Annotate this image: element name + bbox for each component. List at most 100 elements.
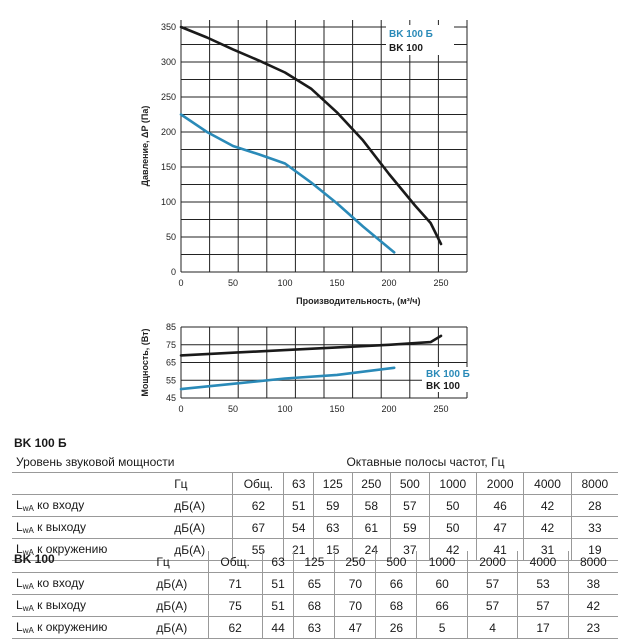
value-cell: 59: [390, 516, 430, 539]
value-cell: 51: [283, 494, 314, 517]
freq-cell: 500: [390, 472, 430, 495]
row-label-text: ко входу: [33, 498, 85, 512]
value-cell: 17: [517, 616, 569, 639]
row-unit: дБ(А): [152, 616, 208, 639]
row-label: LwA к выходу: [12, 594, 153, 617]
value-cell: 53: [517, 572, 569, 595]
lwa-subscript: wA: [22, 504, 34, 513]
value-cell: 26: [375, 616, 417, 639]
y-tick-label: 0: [171, 267, 176, 277]
y-tick-label: 200: [161, 127, 176, 137]
y-tick-label: 150: [161, 162, 176, 172]
x-tick-label: 200: [381, 278, 396, 288]
value-cell: 62: [207, 616, 263, 639]
freq-cell: 4000: [523, 472, 572, 495]
value-cell: 38: [567, 572, 618, 595]
y-tick-label: 250: [161, 92, 176, 102]
value-cell: 67: [232, 516, 284, 539]
value-cell: 65: [293, 572, 335, 595]
y-tick-label: 75: [166, 340, 176, 350]
value-cell: 47: [475, 516, 524, 539]
lwa-subscript: wA: [22, 604, 34, 613]
value-cell: 68: [293, 594, 335, 617]
lwa-symbol: L: [16, 542, 23, 556]
value-cell: 47: [334, 616, 376, 639]
freq-cell: 1000: [428, 472, 477, 495]
x-tick-label: 150: [329, 404, 344, 414]
value-cell: 68: [375, 594, 417, 617]
header-octave-bands: Октавные полосы частот, Гц: [232, 451, 618, 473]
value-cell: 51: [261, 594, 294, 617]
value-cell: 23: [567, 616, 618, 639]
y-tick-label: 55: [166, 375, 176, 385]
value-cell: 54: [283, 516, 314, 539]
value-cell: 63: [313, 516, 353, 539]
row-unit: дБ(А): [152, 594, 208, 617]
row-label: LwA ко входу: [12, 572, 153, 595]
value-cell: 46: [475, 494, 524, 517]
series-line: [179, 25, 443, 246]
value-cell: 75: [207, 594, 263, 617]
freq-cell: Общ.: [207, 551, 263, 573]
table-row: LwA к выходу дБ(А) 67 54 63 61 59 50 47 42 33: [12, 516, 618, 539]
value-cell: 42: [523, 516, 572, 539]
legend-label: BK 100: [426, 381, 460, 392]
freq-cell: 2000: [466, 551, 518, 573]
freq-cell: Общ.: [232, 472, 284, 495]
value-cell: 61: [351, 516, 391, 539]
row-label-text: к окружению: [33, 620, 108, 634]
series-line: [179, 366, 396, 391]
lwa-symbol: L: [16, 576, 23, 590]
value-cell: 71: [207, 572, 263, 595]
value-cell: 57: [517, 594, 569, 617]
series-line: [179, 334, 443, 357]
y-tick-label: 350: [161, 22, 176, 32]
table-row: LwA к окружению дБ(А) 62 44 63 47 26 5 4 17 23: [12, 616, 618, 639]
freq-header-row: Гц Общ. 63 125 250 500 1000 2000 4000 8000: [12, 551, 618, 573]
freq-cell: 250: [334, 551, 376, 573]
value-cell: 60: [416, 572, 468, 595]
y-tick-label: 50: [166, 232, 176, 242]
value-cell: 4: [466, 616, 518, 639]
freq-label: Гц: [170, 472, 233, 495]
value-cell: 28: [570, 494, 618, 517]
sound-table-bk100b: Уровень звуковой мощности Октавные полос…: [12, 451, 618, 561]
value-cell: 50: [428, 516, 477, 539]
table-row: LwA ко входу дБ(А) 62 51 59 58 57 50 46 42 28: [12, 494, 618, 517]
value-cell: 66: [416, 594, 468, 617]
legend-label: BK 100 Б: [389, 29, 433, 40]
row-label-text: к выходу: [33, 520, 87, 534]
lwa-symbol: L: [16, 598, 23, 612]
row-label: LwA ко входу: [12, 494, 171, 517]
freq-cell: 125: [313, 472, 353, 495]
row-label: LwA к окружению: [12, 616, 153, 639]
y-axis-label: Мощность, (Вт): [140, 328, 150, 396]
freq-cell: 8000: [570, 472, 618, 495]
value-cell: 5: [416, 616, 468, 639]
x-tick-label: 100: [277, 278, 292, 288]
legend-box: [386, 25, 454, 55]
x-tick-label: 150: [329, 278, 344, 288]
value-cell: 42: [567, 594, 618, 617]
legend-label: BK 100: [389, 43, 423, 54]
freq-cell: 500: [375, 551, 417, 573]
freq-label: Гц: [152, 551, 208, 573]
value-cell: 70: [334, 572, 376, 595]
row-label-text: к выходу: [33, 598, 87, 612]
value-cell: 58: [351, 494, 391, 517]
lwa-symbol: L: [16, 498, 23, 512]
y-tick-label: 85: [166, 322, 176, 332]
row-label-text: ко входу: [33, 576, 85, 590]
y-tick-label: 45: [166, 393, 176, 403]
freq-spacer: [12, 551, 153, 573]
value-cell: 51: [261, 572, 294, 595]
charts-area: 0 50 100 150 200 250 0 50 100 150 200 250 300 350 Прои…: [140, 20, 470, 414]
y-tick-label: 100: [161, 197, 176, 207]
x-tick-label: 0: [178, 278, 183, 288]
value-cell: 59: [313, 494, 353, 517]
table-row: LwA ко входу дБ(А) 71 51 65 70 66 60 57 53 38: [12, 572, 618, 595]
value-cell: 33: [570, 516, 618, 539]
legend-label: BK 100 Б: [426, 369, 470, 380]
freq-header-row: Гц Общ. 63 125 250 500 1000 2000 4000 8000: [12, 472, 618, 495]
value-cell: 66: [375, 572, 417, 595]
